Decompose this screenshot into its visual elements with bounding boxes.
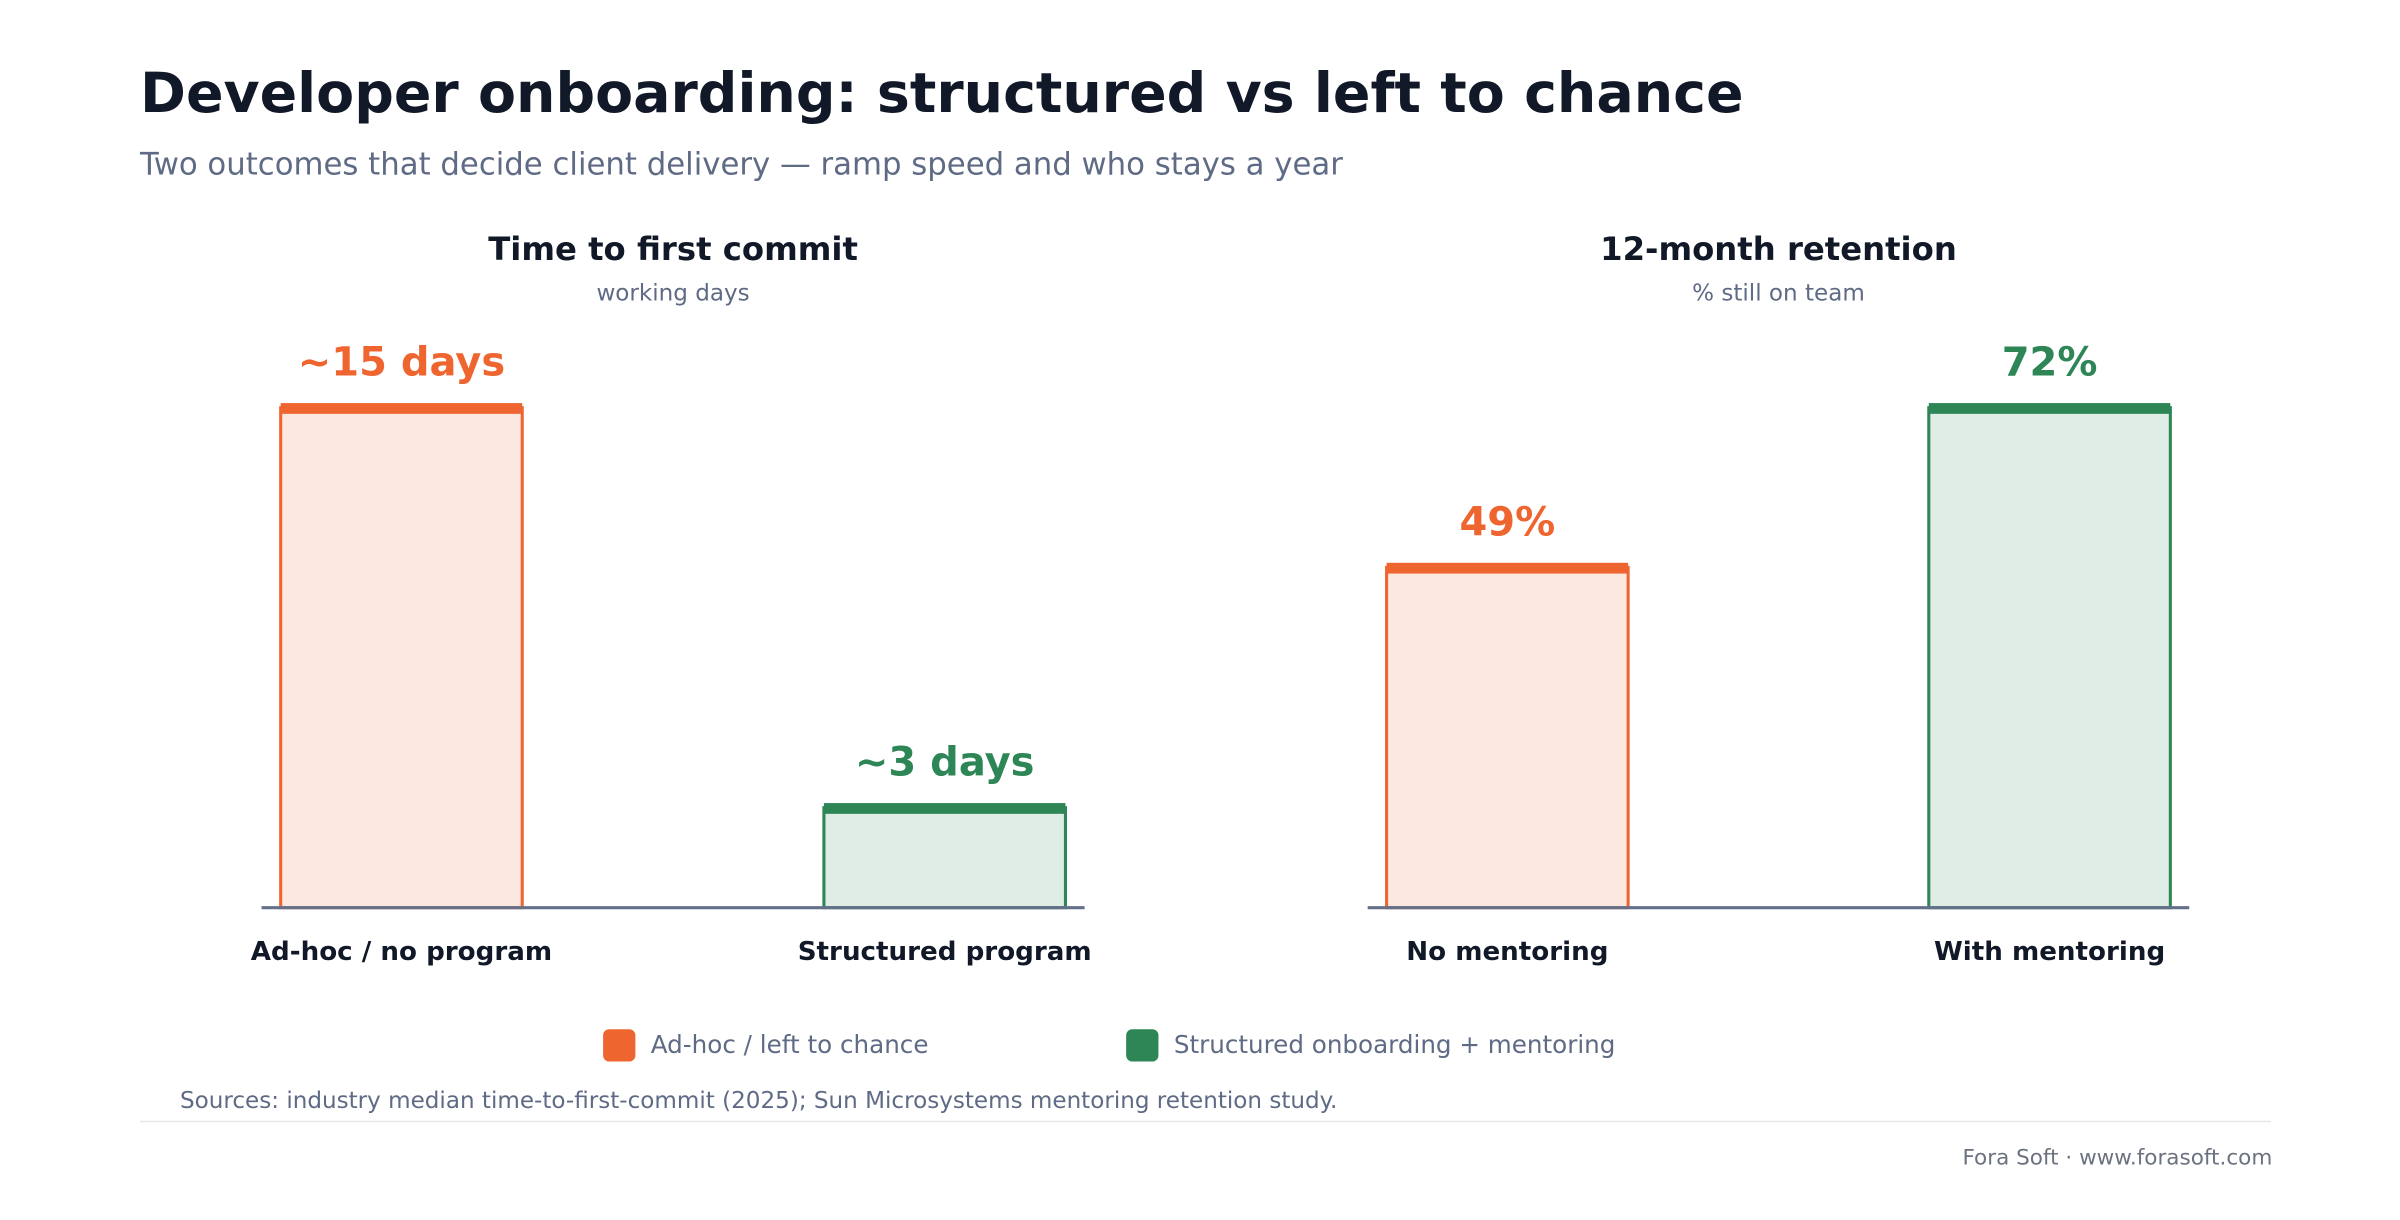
sources: Sources: industry median time-to-first-c… [180, 1088, 1337, 1114]
bar [822, 806, 1067, 910]
legend-label: Ad-hoc / left to chance [651, 1030, 929, 1059]
value-label: 49% [1459, 499, 1555, 545]
legend-label: Structured onboarding + mentoring [1174, 1030, 1616, 1059]
chart-subtitle: working days [596, 280, 749, 306]
bar-cap [280, 403, 523, 414]
x-tick-label: With mentoring [1934, 937, 2165, 967]
chart-title: Time to first commit [488, 230, 858, 268]
bar-cap [1386, 562, 1629, 574]
page-title: Developer onboarding: structured vs left… [140, 62, 1743, 126]
bar [1385, 565, 1630, 910]
value-label: 72% [2002, 340, 2098, 386]
bar [1927, 406, 2172, 910]
page-subtitle: Two outcomes that decide client delivery… [139, 147, 1343, 183]
x-tick-label: Ad-hoc / no program [251, 937, 552, 967]
legend-swatch [1126, 1029, 1159, 1062]
legend-swatch [603, 1029, 636, 1062]
chart-title: 12-month retention [1600, 230, 1957, 268]
bar-cap [1928, 403, 2171, 414]
bar [279, 406, 524, 910]
value-label: ~15 days [298, 340, 505, 386]
bar-cap [823, 803, 1066, 814]
value-label: ~3 days [855, 740, 1035, 786]
brand: Fora Soft · www.forasoft.com [1962, 1145, 2272, 1170]
x-tick-label: Structured program [798, 937, 1092, 967]
x-tick-label: No mentoring [1406, 937, 1608, 967]
chart-subtitle: % still on team [1692, 280, 1865, 306]
